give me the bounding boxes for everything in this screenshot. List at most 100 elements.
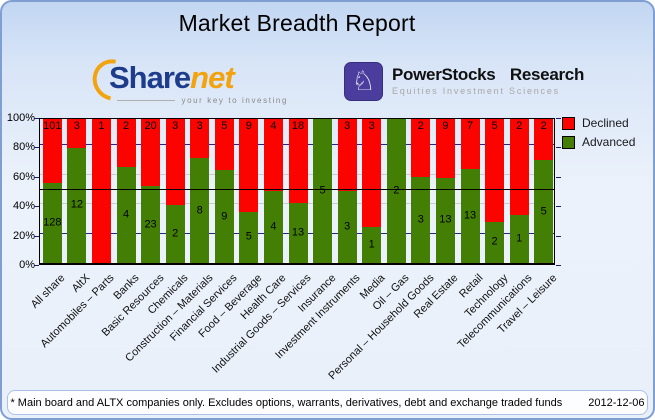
legend-item-declined: Declined [562, 116, 635, 130]
declined-segment [116, 119, 136, 167]
declined-count: 2 [417, 120, 424, 132]
declined-count: 9 [245, 120, 252, 132]
powerstocks-title: PowerStocks Research [392, 65, 585, 84]
declined-count: 5 [221, 120, 228, 132]
declined-count: 20 [144, 120, 157, 132]
declined-count: 3 [368, 120, 375, 132]
declined-segment [435, 119, 455, 178]
bar-all-share: 101 128 [42, 119, 62, 263]
advanced-count: 5 [319, 184, 326, 197]
y-tick-right [556, 265, 561, 266]
declined-count: 2 [516, 120, 523, 132]
advanced-count: 1 [368, 238, 375, 251]
advanced-segment [313, 119, 333, 263]
sharenet-logo: Sharenet your key to investing [84, 51, 302, 112]
sharenet-word-share: Share [109, 60, 191, 95]
bar-oil-gas: 2 [386, 119, 406, 263]
advanced-segment [116, 167, 136, 263]
declined-segment [190, 119, 210, 159]
advanced-count: 5 [540, 205, 547, 218]
y-tick-label-100: 100% [6, 112, 35, 124]
bar-insurance: 5 [313, 119, 333, 263]
declined-segment [460, 119, 480, 170]
advanced-segment [362, 227, 382, 263]
y-tick-label-20: 20% [12, 229, 35, 242]
plot-area: 101 128 3 12 1 2 4 20 23 3 2 3 8 5 9 9 5 4 4 18 13 5 3 3 3 1 2 2 3 9 1… [39, 118, 555, 265]
advanced-count: 2 [491, 235, 498, 248]
declined-count: 18 [291, 120, 305, 132]
legend-swatch-advanced [562, 135, 575, 149]
advanced-segment [337, 191, 357, 263]
tagline-divider [117, 100, 176, 101]
advanced-segment [214, 170, 234, 263]
advanced-count: 13 [463, 209, 477, 222]
y-tick-left [34, 147, 39, 149]
y-tick-left [34, 235, 39, 237]
advanced-count: 13 [439, 213, 452, 226]
advanced-segment [509, 215, 529, 263]
bar-basic-resources: 20 23 [141, 119, 161, 263]
advanced-count: 1 [516, 232, 523, 245]
declined-segment [141, 119, 161, 186]
legend-swatch-declined [562, 116, 575, 130]
declined-segment [165, 119, 185, 206]
powerstocks-text: PowerStocks Research Equities Investment… [392, 62, 584, 96]
declined-segment [534, 119, 554, 161]
advanced-segment [67, 147, 87, 263]
advanced-count: 4 [122, 208, 130, 221]
declined-segment [509, 119, 529, 215]
y-tick-left [34, 265, 39, 266]
advanced-segment [263, 191, 283, 263]
declined-segment [239, 119, 259, 212]
advanced-count: 3 [344, 220, 351, 233]
bar-retail: 7 13 [460, 119, 480, 263]
declined-segment [42, 119, 62, 183]
declined-count: 2 [540, 120, 547, 132]
advanced-count: 2 [172, 227, 179, 240]
y-tick-left [34, 118, 39, 119]
powerstocks-subtitle: Equities Investment Sciences [392, 86, 560, 96]
y-tick-left [34, 206, 39, 208]
declined-count: 3 [344, 120, 351, 132]
declined-segment [67, 119, 87, 148]
legend: Declined Advanced [562, 116, 635, 154]
advanced-count: 2 [393, 184, 400, 197]
legend-label-declined: Declined [582, 116, 629, 130]
declined-count: 4 [270, 120, 277, 132]
advanced-count: 12 [70, 198, 83, 211]
y-tick-label-60: 60% [12, 170, 35, 183]
advanced-count: 9 [221, 210, 228, 223]
advanced-segment [435, 177, 455, 263]
advanced-segment [239, 211, 259, 263]
declined-segment [91, 119, 111, 263]
advanced-count: 128 [43, 216, 62, 229]
y-tick-right [556, 118, 561, 119]
y-tick-right [556, 206, 561, 208]
bar-industrial-goods-services: 18 13 [288, 119, 308, 263]
y-tick-label-0: 0% [19, 259, 35, 271]
declined-count: 2 [122, 120, 130, 132]
y-tick-label-80: 80% [12, 141, 35, 154]
advanced-count: 4 [270, 220, 277, 233]
y-tick-right [556, 235, 561, 237]
chess-knight-icon: ♘ [344, 62, 383, 101]
advanced-segment [411, 176, 431, 263]
sharenet-wordmark: Sharenet [109, 60, 235, 96]
advanced-count: 5 [245, 230, 252, 243]
declined-segment [485, 119, 505, 222]
declined-count: 3 [73, 120, 80, 132]
y-tick-right [556, 147, 561, 149]
bar-real-estate: 9 13 [435, 119, 455, 263]
y-tick-left [34, 176, 39, 178]
declined-count: 101 [43, 120, 62, 132]
sharenet-word-net: net [190, 60, 234, 95]
